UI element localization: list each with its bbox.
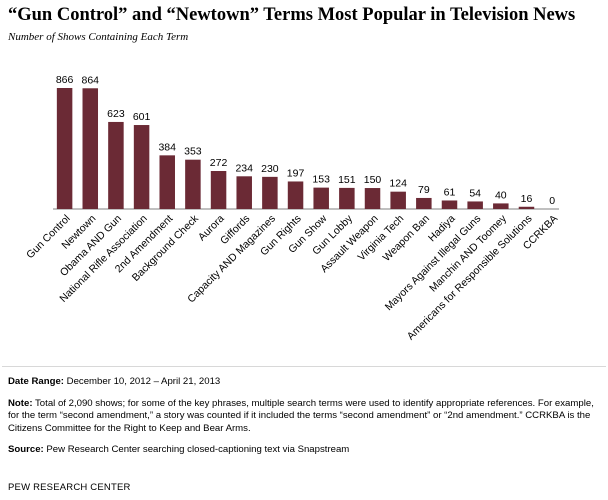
bar-value-label: 40: [495, 189, 507, 201]
bar-value-label: 54: [469, 187, 481, 199]
bar-value-label: 623: [107, 108, 125, 120]
date-range-label: Date Range:: [8, 376, 64, 387]
bar-value-label: 124: [389, 178, 407, 190]
source-text: Pew Research Center searching closed-cap…: [46, 444, 350, 455]
bar: [236, 176, 252, 209]
bar-value-label: 79: [418, 184, 430, 196]
date-range: Date Range: December 10, 2012 – April 21…: [8, 376, 602, 389]
bar: [133, 125, 150, 209]
bar-value-label: 384: [158, 141, 176, 153]
footer-credit: PEW RESEARCH CENTER: [8, 482, 131, 493]
chart-title: “Gun Control” and “Newtown” Terms Most P…: [8, 5, 576, 25]
notes-section: Date Range: December 10, 2012 – April 21…: [8, 376, 602, 466]
bar-value-label: 150: [364, 174, 382, 186]
bar-value-label: 197: [287, 167, 305, 179]
bar: [518, 206, 535, 209]
bar: [364, 188, 381, 209]
bar: [262, 176, 278, 209]
bar-value-label: 153: [312, 174, 330, 186]
bar: [82, 88, 99, 209]
bar: [185, 159, 201, 209]
bar: [416, 197, 432, 209]
bar-value-label: 151: [338, 174, 356, 186]
bars-group: [56, 88, 535, 209]
note-label: Note:: [8, 397, 33, 409]
bar-value-label: 230: [261, 163, 279, 175]
bar: [313, 187, 329, 209]
bar-value-label: 353: [184, 146, 202, 158]
source-label: Source:: [8, 444, 44, 455]
bar: [467, 201, 483, 209]
bar: [339, 187, 355, 209]
chart-subtitle: Number of Shows Containing Each Term: [8, 31, 189, 43]
source: Source: Pew Research Center searching cl…: [8, 444, 602, 457]
date-range-text: December 10, 2012 – April 21, 2013: [66, 376, 221, 387]
value-labels-group: 866 864 623 601 384 353 272 234 230 197 153 151 150 1…: [56, 74, 555, 207]
note-text: Total of 2,090 shows; for some of the ke…: [8, 397, 594, 434]
divider: [2, 366, 606, 367]
bar-value-label: 272: [210, 157, 228, 169]
bar: [108, 121, 124, 209]
bar: [210, 171, 227, 209]
bar-value-label: 61: [444, 186, 456, 198]
bar: [441, 200, 458, 209]
bar: [493, 203, 509, 209]
bar-value-label: 864: [81, 74, 99, 86]
bar-value-label: 866: [56, 74, 74, 86]
bar-chart: 866 864 623 601 384 353 272 234 230 197 153 151 150 1…: [24, 74, 560, 342]
bar: [56, 88, 73, 209]
bar: [287, 181, 304, 209]
note: Note: Total of 2,090 shows; for some of …: [8, 398, 602, 436]
bar-value-label: 234: [235, 162, 253, 174]
bar-value-label: 601: [133, 111, 151, 123]
bar: [390, 191, 406, 209]
bar-value-label: 16: [521, 193, 533, 205]
bar: [159, 155, 175, 209]
bar-value-label: 0: [549, 195, 555, 207]
